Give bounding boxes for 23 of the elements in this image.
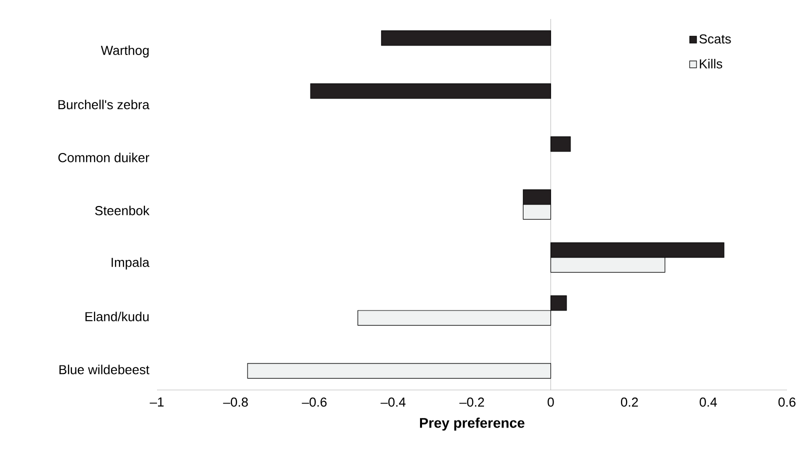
- x-tick-label: 0.2: [620, 398, 638, 407]
- x-tick-label: –0.8: [223, 398, 248, 407]
- x-tick-label: 0.4: [700, 398, 717, 407]
- x-tick-label: –0.2: [459, 398, 484, 407]
- x-axis-title: Prey preference: [420, 418, 524, 431]
- y-tick-label: Eland/kudu: [85, 312, 149, 322]
- x-tick-label: –0.4: [380, 398, 406, 407]
- y-tick-label: Warthog: [100, 45, 149, 58]
- y-tick-label: Steenbok: [95, 206, 150, 216]
- legend-label: Kills: [700, 58, 722, 68]
- bar: [247, 363, 552, 379]
- bar: [381, 30, 552, 46]
- x-tick-label: –0.6: [302, 398, 327, 407]
- legend-label: Scats: [699, 34, 731, 44]
- bar: [550, 136, 571, 152]
- x-tick-label: 0: [548, 398, 554, 407]
- y-tick-label: Burchell's zebra: [58, 100, 150, 110]
- x-tick-label: –1: [150, 398, 164, 406]
- x-tick-label: 0.6: [778, 398, 796, 407]
- y-tick-label: Blue wildebeest: [59, 364, 150, 374]
- y-tick-label: Impala: [112, 257, 150, 270]
- y-tick-label: Common duiker: [58, 152, 150, 162]
- bar: [310, 83, 552, 99]
